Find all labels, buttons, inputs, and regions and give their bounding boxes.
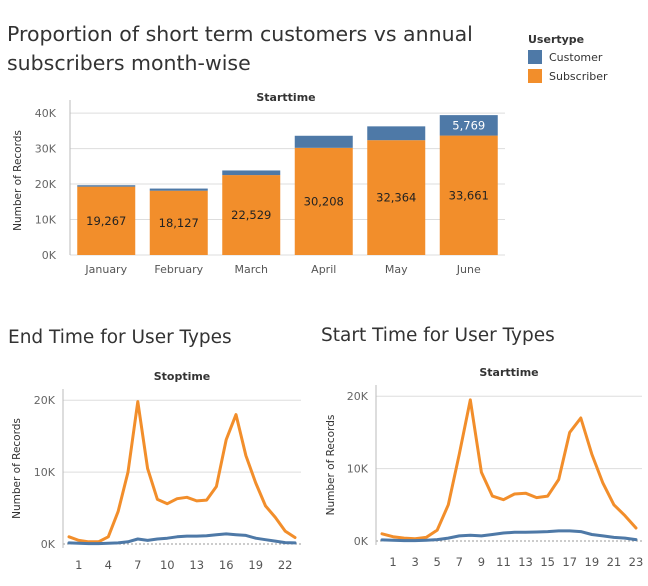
subscriber-swatch xyxy=(528,69,542,83)
bar-xtick-label: February xyxy=(154,263,203,276)
line-ytick-label: 10K xyxy=(347,463,369,476)
bar-xtick-label: May xyxy=(385,263,408,276)
line-chart-header: Starttime xyxy=(479,366,538,379)
bar-ytick-label: 30K xyxy=(35,143,57,156)
customer-swatch xyxy=(528,50,542,64)
line-chart-ylabel: Number of Records xyxy=(11,418,23,519)
bar-xtick-label: April xyxy=(311,263,336,276)
bar-subscriber xyxy=(439,135,498,255)
bar-customer xyxy=(77,185,136,187)
line-ytick-label: 0K xyxy=(354,535,369,548)
line-xtick-label: 19 xyxy=(248,558,263,572)
bar-subscriber-label: 32,364 xyxy=(376,191,416,205)
bar-subscriber-label: 18,127 xyxy=(159,216,199,230)
bar-customer xyxy=(294,135,353,148)
bar-subscriber xyxy=(367,140,426,255)
bar-customer xyxy=(222,170,281,176)
line-xtick-label: 5 xyxy=(434,555,441,569)
bar-subscriber xyxy=(222,175,281,255)
legend-label-customer: Customer xyxy=(549,50,603,64)
legend-item-subscriber[interactable]: Subscriber xyxy=(528,69,608,83)
end-time-line-chart: Stoptime Number of Records 0K 10K 20K 1 4 7 10 13… xyxy=(11,370,301,572)
bar-subscriber xyxy=(149,190,208,255)
bar-chart-ylabel: Number of Records xyxy=(12,130,24,231)
bar-ytick-label: 20K xyxy=(35,178,57,191)
bar-subscriber-label: 19,267 xyxy=(86,214,126,228)
bar-xtick-label: June xyxy=(456,263,481,276)
legend: Usertype Customer Subscriber xyxy=(528,33,608,88)
line-chart-header: Stoptime xyxy=(154,370,211,383)
bar-ytick-label: 10K xyxy=(35,214,57,227)
line-xtick-label: 3 xyxy=(411,555,418,569)
line-xtick-label: 13 xyxy=(189,558,204,572)
main-chart-title: Proportion of short term customers vs an… xyxy=(7,22,473,75)
bar-customer xyxy=(367,126,426,141)
line-xtick-label: 7 xyxy=(456,555,463,569)
line-ytick-label: 20K xyxy=(34,394,56,407)
line-xtick-label: 15 xyxy=(540,555,555,569)
line-xtick-label: 16 xyxy=(219,558,234,572)
line-ytick-label: 0K xyxy=(41,538,56,551)
bar-customer-label: 5,769 xyxy=(452,118,485,132)
bar-chart-header: Starttime xyxy=(256,91,315,104)
bar-customer xyxy=(439,115,498,136)
bar-subscriber xyxy=(294,147,353,255)
line-xtick-label: 19 xyxy=(585,555,600,569)
line-xtick-label: 21 xyxy=(607,555,622,569)
line-xtick-label: 17 xyxy=(562,555,577,569)
line-xtick-label: 1 xyxy=(389,555,396,569)
line-ytick-label: 20K xyxy=(347,390,369,403)
bar-subscriber-label: 33,661 xyxy=(449,188,489,202)
line-chart-ylabel: Number of Records xyxy=(325,415,337,516)
legend-title: Usertype xyxy=(528,33,585,46)
end-time-chart-title: End Time for User Types xyxy=(8,327,232,348)
series-line-customer xyxy=(67,532,297,546)
bar-ytick-label: 40K xyxy=(35,107,57,120)
series-line-customer xyxy=(380,529,638,543)
bar-ytick-label: 0K xyxy=(42,249,57,262)
bar-xtick-label: January xyxy=(84,263,127,276)
bar-customer xyxy=(149,188,208,191)
legend-label-subscriber: Subscriber xyxy=(549,69,608,83)
series-line-subscriber xyxy=(67,400,297,544)
bar-subscriber-label: 30,208 xyxy=(304,194,344,208)
series-line-subscriber xyxy=(380,398,638,541)
line-xtick-label: 22 xyxy=(278,558,293,572)
monthly-bar-chart: Starttime Number of Records 0K 10K 20K 30K 40K… xyxy=(12,91,505,276)
line-xtick-label: 9 xyxy=(478,555,485,569)
line-xtick-label: 13 xyxy=(518,555,533,569)
line-xtick-label: 10 xyxy=(160,558,175,572)
start-time-chart-title: Start Time for User Types xyxy=(321,325,555,346)
bar-xtick-label: March xyxy=(234,263,268,276)
line-xtick-label: 4 xyxy=(105,558,112,572)
line-xtick-label: 1 xyxy=(75,558,82,572)
line-xtick-label: 23 xyxy=(629,555,644,569)
line-xtick-label: 11 xyxy=(496,555,511,569)
line-xtick-label: 7 xyxy=(134,558,141,572)
bar-subscriber-label: 22,529 xyxy=(231,208,271,222)
bar-subscriber xyxy=(77,186,136,255)
legend-item-customer[interactable]: Customer xyxy=(528,50,608,64)
line-ytick-label: 10K xyxy=(34,466,56,479)
